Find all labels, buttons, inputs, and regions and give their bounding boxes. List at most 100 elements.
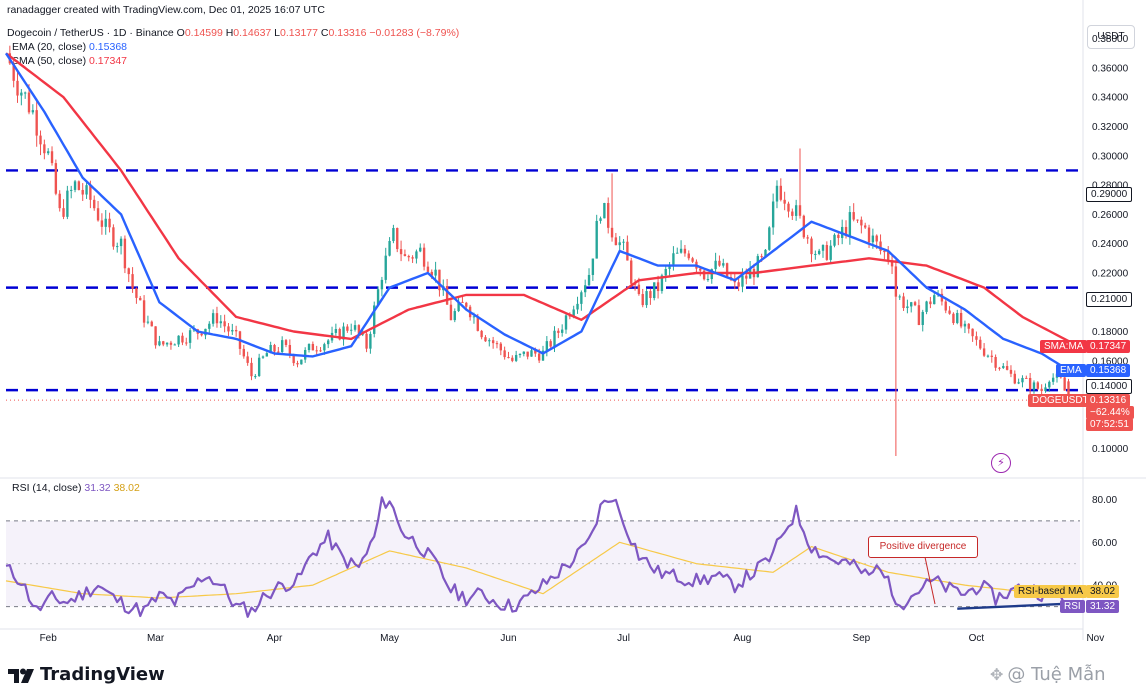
candle-body xyxy=(23,92,27,94)
candle-body xyxy=(549,341,552,347)
candle-body xyxy=(31,110,35,113)
candle-body xyxy=(70,189,73,191)
candle-body xyxy=(1051,377,1055,382)
candle-body xyxy=(626,241,629,261)
candle-body xyxy=(488,340,491,342)
candle-body xyxy=(906,306,909,309)
candle-body xyxy=(188,330,192,343)
candle-body xyxy=(687,253,690,259)
candle-body xyxy=(817,250,821,254)
rsi-legend-name: RSI (14, close) xyxy=(12,482,82,494)
sma-legend-value: 0.17347 xyxy=(89,55,128,67)
lightning-icon[interactable]: ⚡ xyxy=(991,453,1011,473)
candle-body xyxy=(537,353,541,361)
candle-body xyxy=(511,357,514,361)
candle-body xyxy=(411,257,414,259)
candle-body xyxy=(768,227,771,250)
symbol-name[interactable]: Dogecoin / TetherUS · 1D · Binance xyxy=(7,27,174,39)
candle-body xyxy=(622,241,625,243)
candle-body xyxy=(365,333,368,349)
candle-body xyxy=(100,220,104,227)
candle-body xyxy=(300,359,303,365)
candle-body xyxy=(280,340,284,352)
candle-body xyxy=(315,350,318,352)
candle-body xyxy=(871,235,875,243)
candle-body xyxy=(806,237,809,239)
ohlc-values: O0.14599 H0.14637 L0.13177 C0.13316 xyxy=(177,27,370,39)
candle-body xyxy=(607,202,610,228)
candle-body xyxy=(277,351,280,353)
candle-body xyxy=(472,316,476,318)
price-tick-label: 0.38000 xyxy=(1092,34,1129,45)
candle-body xyxy=(142,300,146,323)
currency-button[interactable]: USDT xyxy=(1087,25,1135,49)
tag-rsi-ma-value: 38.02 xyxy=(1086,585,1120,598)
ohlc-key-h: H xyxy=(222,27,234,39)
tag-price: 0.13316 xyxy=(1086,394,1131,407)
candle-body xyxy=(231,329,234,332)
candle-body xyxy=(679,248,683,253)
candle-body xyxy=(641,294,644,306)
candle-body xyxy=(265,353,269,357)
candle-body xyxy=(664,269,667,276)
candle-body xyxy=(369,333,372,349)
ohlc-key-c: C xyxy=(318,27,329,39)
candle-body xyxy=(894,266,898,297)
tag-rsi-value: 31.32 xyxy=(1086,600,1120,613)
candle-body xyxy=(62,208,65,217)
tradingview-logo-icon xyxy=(8,668,34,683)
candle-body xyxy=(1021,377,1024,383)
time-tick-label: Nov xyxy=(1086,633,1104,644)
candle-body xyxy=(499,343,502,351)
candle-body xyxy=(979,339,982,349)
candle-body xyxy=(250,362,253,377)
candle-body xyxy=(921,311,924,325)
rsi-tick-label: 80.00 xyxy=(1092,495,1117,506)
candle-body xyxy=(580,292,583,304)
candle-body xyxy=(35,110,38,136)
time-tick-label: Apr xyxy=(267,633,283,644)
candle-body xyxy=(860,219,863,226)
candle-body xyxy=(706,279,710,281)
rsi-legend[interactable]: RSI (14, close) 31.32 38.02 xyxy=(12,481,140,495)
candle-body xyxy=(990,355,993,357)
divergence-annotation[interactable]: Positive divergence xyxy=(868,536,978,558)
candle-body xyxy=(887,252,890,261)
candle-body xyxy=(875,235,878,242)
candle-body xyxy=(123,238,127,269)
candle-body xyxy=(334,329,338,333)
candle-body xyxy=(783,199,786,204)
candle-body xyxy=(81,189,84,195)
candle-body xyxy=(821,245,825,251)
candle-body xyxy=(284,340,288,345)
tradingview-logo[interactable]: TradingView xyxy=(8,664,165,685)
candle-body xyxy=(948,310,951,314)
candle-body xyxy=(810,238,813,255)
candle-body xyxy=(476,316,479,331)
candle-body xyxy=(952,313,955,324)
time-tick-label: Feb xyxy=(40,633,58,644)
sma-legend[interactable]: SMA (50, close) 0.17347 xyxy=(12,54,127,68)
candle-body xyxy=(296,363,299,365)
candle-body xyxy=(93,199,96,209)
candle-body xyxy=(603,202,606,219)
candle-body xyxy=(169,342,173,345)
price-tick-label: 0.24000 xyxy=(1092,239,1129,250)
candle-body xyxy=(798,205,802,216)
candle-body xyxy=(146,321,150,323)
candle-body xyxy=(311,343,315,351)
ema-legend[interactable]: EMA (20, close) 0.15368 xyxy=(12,40,127,54)
candle-body xyxy=(438,269,441,291)
tag-rsi-ma-label: RSI-based MA xyxy=(1014,585,1088,598)
candle-body xyxy=(672,253,675,265)
candle-body xyxy=(453,311,456,321)
candle-body xyxy=(890,260,894,267)
candle-body xyxy=(1017,382,1020,384)
candle-body xyxy=(407,256,410,258)
candle-body xyxy=(722,263,725,266)
candle-body xyxy=(353,325,357,330)
candle-body xyxy=(507,357,510,359)
candle-body xyxy=(1013,373,1016,384)
candle-body xyxy=(131,274,134,289)
